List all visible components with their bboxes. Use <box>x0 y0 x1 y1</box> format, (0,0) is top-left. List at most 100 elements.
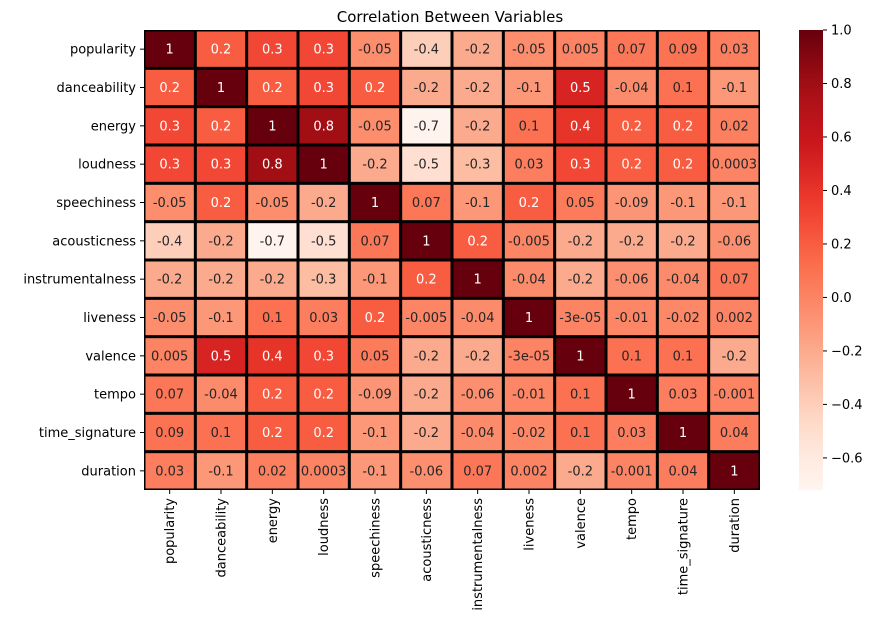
column-tick-labels: popularity danceability energy loudness spee… <box>163 490 743 611</box>
heatmap-cell <box>402 453 451 489</box>
heatmap-cell <box>402 414 451 451</box>
cell-annotation: -0.2 <box>568 464 593 479</box>
cell-annotation: -0.06 <box>461 388 495 403</box>
column-tick-label: instrumentalness <box>471 498 486 611</box>
column-tick-label: duration <box>728 498 743 553</box>
cell-annotation: 0.4 <box>570 119 591 134</box>
cell-annotation: -0.3 <box>465 158 490 173</box>
cell-annotation: 0.2 <box>313 426 334 441</box>
cell-annotation: 1 <box>628 388 636 403</box>
heatmap-cell <box>350 69 400 106</box>
cell-annotation: 1 <box>422 234 430 249</box>
cell-annotation: 1 <box>320 158 328 173</box>
cell-annotation: -0.001 <box>611 464 653 479</box>
heatmap-cell <box>248 299 297 336</box>
column-tick-label: acousticness <box>420 498 435 582</box>
heatmap-cell <box>453 146 502 182</box>
heatmap-cell <box>196 184 246 221</box>
heatmap-cell <box>299 184 348 221</box>
column-tick-label: popularity <box>163 498 178 564</box>
cell-annotation: -0.2 <box>414 426 439 441</box>
cell-annotation: 0.005 <box>151 349 188 364</box>
heatmap-cell <box>658 108 708 144</box>
cell-annotation: -0.2 <box>157 273 182 288</box>
cell-annotation: 0.2 <box>467 234 488 249</box>
colorbar-tick-label: 0.0 <box>831 291 852 306</box>
row-tick-label: time_signature <box>39 426 136 441</box>
cell-annotation: -0.1 <box>362 273 387 288</box>
cell-annotation: 1 <box>525 311 533 326</box>
cell-annotation: -0.2 <box>619 234 644 249</box>
cell-annotation: 1 <box>166 43 174 58</box>
heatmap-cell <box>299 299 348 336</box>
heatmap-cell <box>350 338 400 374</box>
cell-annotation: -0.05 <box>256 196 290 211</box>
colorbar-gradient <box>799 30 823 490</box>
heatmap-cell <box>299 69 348 106</box>
cell-annotation: 0.0003 <box>301 464 347 479</box>
cell-annotation: 0.2 <box>519 196 540 211</box>
heatmap-cell <box>556 453 605 489</box>
heatmap-cell <box>658 146 708 182</box>
cell-annotation: 0.2 <box>416 273 437 288</box>
cell-annotation: 0.2 <box>365 81 386 96</box>
cell-annotation: -0.05 <box>153 196 187 211</box>
cell-annotation: 0.2 <box>313 388 334 403</box>
cell-annotation: 1 <box>371 196 379 211</box>
cell-annotation: -0.05 <box>358 43 392 58</box>
cell-annotation: -0.1 <box>670 196 695 211</box>
heatmap-cell <box>710 261 759 297</box>
heatmap-cell <box>607 338 656 374</box>
cell-annotation: 0.1 <box>211 426 232 441</box>
cell-annotation: 0.2 <box>211 43 232 58</box>
cell-annotation: -0.04 <box>204 388 238 403</box>
heatmap-cell <box>299 338 348 374</box>
cell-annotation: 0.3 <box>262 43 283 58</box>
column-tick-label: tempo <box>625 498 640 540</box>
cell-annotation: -0.2 <box>568 234 593 249</box>
heatmap-cell <box>607 146 656 182</box>
heatmap-cell <box>402 376 451 412</box>
cell-annotation: -0.06 <box>718 234 752 249</box>
cell-annotation: -0.3 <box>311 273 336 288</box>
heatmap-cell <box>607 261 656 297</box>
heatmap-cell <box>607 414 656 451</box>
cell-annotation: 0.07 <box>155 388 184 403</box>
row-tick-label: danceability <box>57 81 137 96</box>
cell-annotation: -0.7 <box>260 234 285 249</box>
cell-annotation: 0.0003 <box>712 158 758 173</box>
cell-annotation: -0.5 <box>311 234 336 249</box>
cell-annotation: -0.2 <box>414 81 439 96</box>
cell-annotation: 0.03 <box>669 388 698 403</box>
row-tick-label: tempo <box>94 388 136 403</box>
heatmap-cell <box>504 338 554 374</box>
heatmap-cell <box>556 261 605 297</box>
heatmap-cell <box>556 338 605 374</box>
cell-annotation: 1 <box>679 426 687 441</box>
cell-annotation: -0.06 <box>615 273 649 288</box>
heatmap-cell <box>453 261 502 297</box>
colorbar-tick-label: −0.4 <box>831 398 863 413</box>
cell-annotation: -0.2 <box>465 81 490 96</box>
cell-annotation: 0.2 <box>365 311 386 326</box>
cell-annotation: 0.09 <box>669 43 698 58</box>
cell-annotation: 0.03 <box>720 43 749 58</box>
heatmap-cell <box>196 453 246 489</box>
heatmap-cell <box>607 184 656 221</box>
heatmap-cell <box>504 31 554 67</box>
cell-annotation: 1 <box>730 464 738 479</box>
cell-annotation: 0.1 <box>570 426 591 441</box>
heatmap-cell <box>710 108 759 144</box>
cell-annotation: -0.1 <box>516 81 541 96</box>
heatmap-cell <box>145 338 194 374</box>
heatmap-cell <box>196 31 246 67</box>
heatmap-cell <box>453 108 502 144</box>
cell-annotation: 1 <box>268 119 276 134</box>
cell-annotation: 0.2 <box>673 119 694 134</box>
heatmap-cell <box>145 299 194 336</box>
heatmap-cell <box>145 223 194 259</box>
cell-annotation: 0.1 <box>673 349 694 364</box>
cell-annotation: 0.07 <box>720 273 749 288</box>
heatmap-cell <box>658 261 708 297</box>
cell-annotation: -0.5 <box>414 158 439 173</box>
